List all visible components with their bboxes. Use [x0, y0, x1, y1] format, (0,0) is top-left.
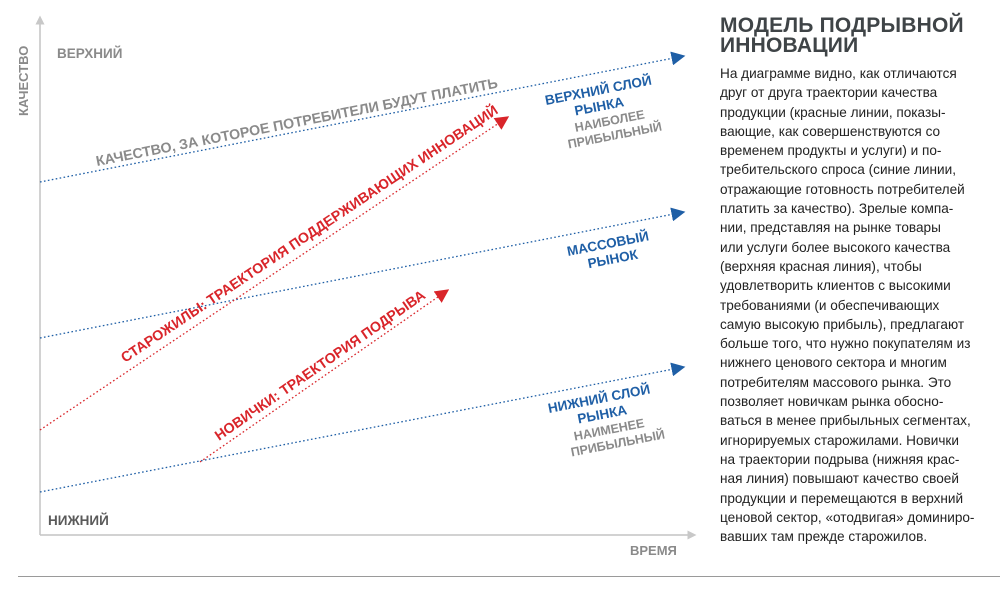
sidebar-body: На диаграмме видно, как отличаются друг …: [720, 64, 992, 546]
upper-tier-label: ВЕРХНИЙ СЛОЙ РЫНКА НАИБОЛЕЕ ПРИБЫЛЬНЫЙ: [544, 73, 663, 152]
entrants-trajectory-label: НОВИЧКИ: ТРАЕКТОРИЯ ПОДРЫВА: [212, 288, 429, 445]
sidebar-body-line: самую высокую прибыль), предлагают: [720, 316, 965, 332]
incumbents-trajectory-line: [39, 116, 510, 431]
lower-tier-label: НИЖНИЙ СЛОЙ РЫНКА НАИМЕНЕЕ ПРИБЫЛЬНЫЙ: [547, 381, 666, 459]
sidebar-body-line: требительского спроса (синие линии,: [720, 162, 956, 178]
sidebar-body-line: на траектории подрыва (нижняя крас-: [720, 451, 960, 467]
sidebar-body-line: игнорируемых старожилами. Новички: [720, 432, 959, 448]
demand-line-upper: [39, 51, 686, 183]
demand-line-mass: [39, 207, 686, 339]
entrants-trajectory-line: [199, 289, 450, 463]
sidebar-explanation: МОДЕЛЬ ПОДРЫВНОЙ ИННОВАЦИИ На диаграмме …: [720, 14, 992, 546]
sidebar-body-line: ваться в менее прибыльных сегментах,: [720, 413, 971, 429]
y-axis-title: КАЧЕСТВО: [16, 46, 31, 116]
sidebar-title-line-1: МОДЕЛЬ ПОДРЫВНОЙ: [720, 14, 964, 37]
sidebar-body-line: больше того, что нужно покупателям из: [720, 336, 971, 352]
bottom-divider: [18, 576, 1000, 577]
sidebar-body-line: На диаграмме видно, как отличаются: [720, 66, 957, 81]
x-axis-title: ВРЕМЯ: [630, 543, 677, 558]
demand-line-lower: [39, 362, 686, 493]
sidebar-body-line: нижнего ценового сектора и многим: [720, 355, 947, 371]
mass-market-label: МАССОВЫЙ РЫНОК: [566, 228, 650, 271]
sidebar-title: МОДЕЛЬ ПОДРЫВНОЙ ИННОВАЦИИ: [720, 14, 992, 57]
sidebar-body-line: нии, представляя на рынке товары: [720, 220, 941, 236]
disruptive-innovation-diagram: КАЧЕСТВО ВРЕМЯ ВЕРХНИЙ НИЖНИЙ КАЧЕСТВО, …: [16, 15, 697, 558]
sidebar-body-line: удовлетворить клиентов с высокими: [720, 278, 951, 294]
sidebar-body-line: ная линия) повышают качество своей: [720, 471, 959, 487]
y-bottom-label: НИЖНИЙ: [48, 513, 109, 528]
sidebar-body-line: друг от друга траектории качества: [720, 85, 938, 101]
sidebar-title-line-2: ИННОВАЦИИ: [720, 34, 859, 57]
sidebar-body-line: отражающие готовность потребителей: [720, 181, 965, 197]
sidebar-body-line: ценовой сектор, «отодвигая» доминиро-: [720, 509, 975, 525]
sidebar-body-line: (верхняя красная линия), чтобы: [720, 258, 922, 274]
sidebar-body-line: позволяет новичкам рынка обосно-: [720, 394, 944, 410]
sidebar-body-line: продукции и перемещаются в верхний: [720, 490, 964, 506]
sidebar-body-line: потребителям массового рынка. Это: [720, 374, 952, 390]
y-top-label: ВЕРХНИЙ: [57, 46, 122, 61]
sidebar-body-line: платить за качество). Зрелые компа-: [720, 201, 954, 217]
sidebar-body-line: или услуги более высокого качества: [720, 239, 951, 255]
sidebar-body-line: вающие, как совершенствуются со: [720, 123, 941, 139]
sidebar-body-line: временем продукты и услуги) и по-: [720, 143, 942, 159]
sidebar-body-line: требованиями (и обеспечивающих: [720, 297, 940, 313]
sidebar-body-line: вавших там прежде старожилов.: [720, 529, 928, 545]
sidebar-body-line: продукции (красные линии, показы-: [720, 104, 946, 120]
